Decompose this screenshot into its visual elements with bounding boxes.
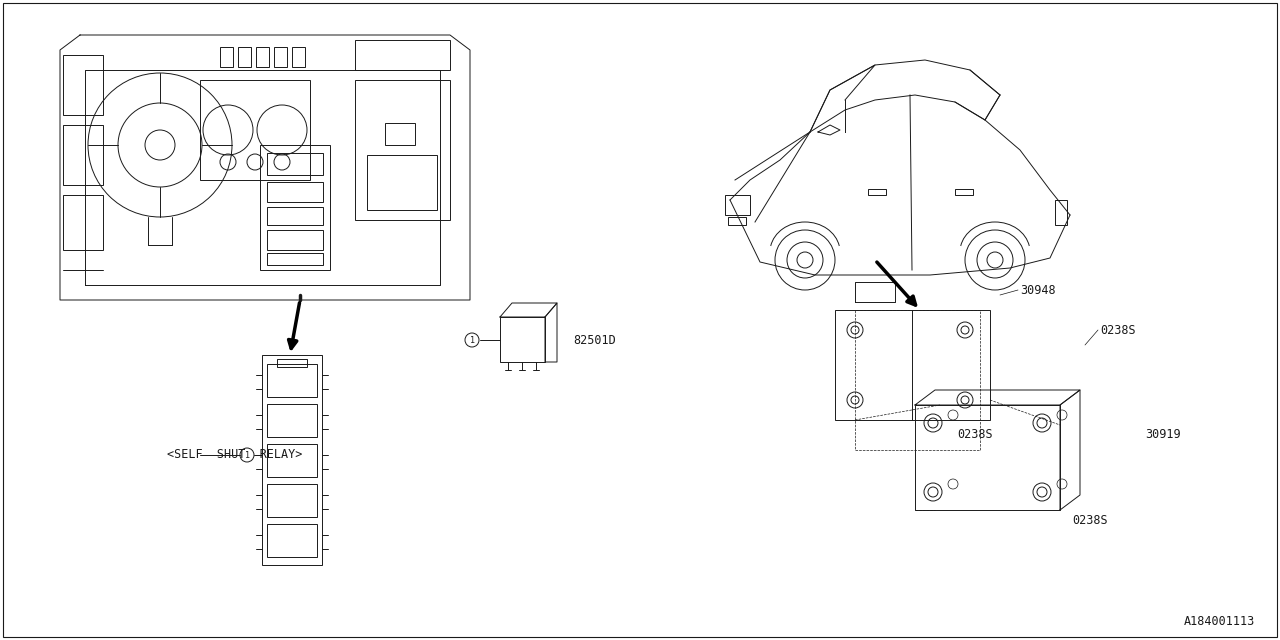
Bar [268,364,317,397]
Bar [63,195,102,250]
Text: <SELF  SHUT  RELAY>: <SELF SHUT RELAY> [166,449,302,461]
Bar [955,189,973,195]
Text: 0238S: 0238S [1073,513,1107,527]
Bar [1055,200,1068,225]
Bar [835,310,989,420]
Bar [268,524,317,557]
Text: 30948: 30948 [1020,284,1056,296]
Bar [268,230,323,250]
Bar [355,40,451,70]
Bar [276,359,307,367]
Bar [220,47,233,67]
Bar [724,195,750,215]
Bar [500,317,545,362]
Bar [268,253,323,265]
Text: 82501D: 82501D [573,333,616,346]
Text: 1: 1 [470,335,475,344]
Bar [855,310,980,450]
Bar [238,47,251,67]
Text: 1: 1 [244,451,250,460]
Bar [268,153,323,175]
Bar [355,80,451,220]
Bar [268,484,317,517]
Bar [385,123,415,145]
Bar [268,182,323,202]
Text: 30919: 30919 [1146,429,1180,442]
Bar [367,155,436,210]
Text: 0238S: 0238S [1100,323,1135,337]
Bar [728,217,746,225]
Bar [274,47,287,67]
Bar [292,47,305,67]
Bar [268,207,323,225]
Bar [268,404,317,437]
Bar [868,189,886,195]
Bar [200,80,310,180]
Bar [260,145,330,270]
Bar [63,125,102,185]
Text: 0238S: 0238S [957,429,993,442]
Bar [256,47,269,67]
Bar [262,355,323,565]
Text: A184001113: A184001113 [1184,615,1254,628]
Bar [63,55,102,115]
Bar [915,405,1060,510]
Bar [268,444,317,477]
